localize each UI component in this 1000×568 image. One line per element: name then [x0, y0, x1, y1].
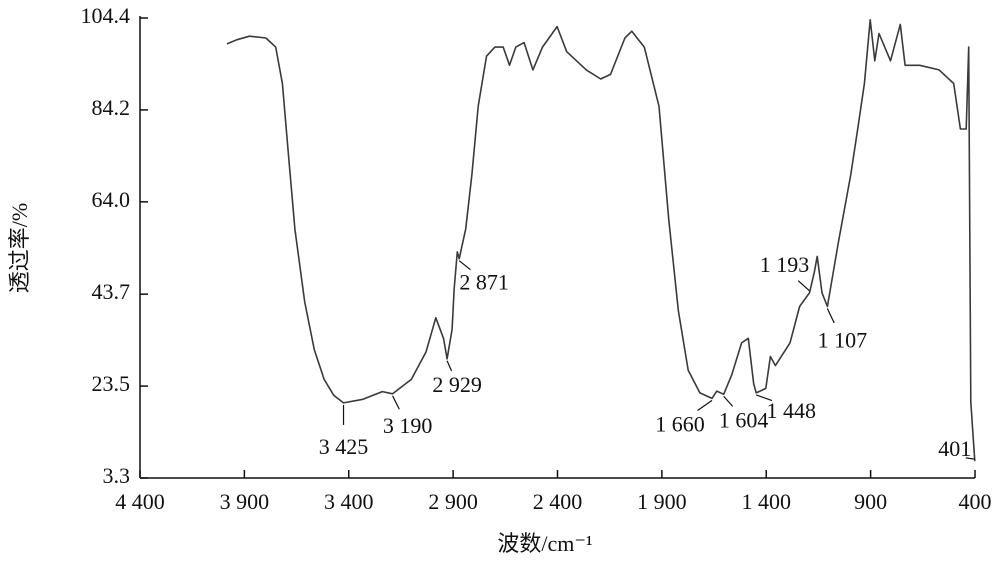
peak-label: 1 107: [818, 328, 868, 353]
y-tick-label: 3.3: [103, 463, 131, 488]
peak-label: 1 193: [760, 252, 810, 277]
y-tick-label: 104.4: [81, 3, 131, 28]
leader-line: [797, 280, 810, 292]
spectrum-line: [226, 19, 976, 462]
y-tick-label: 43.7: [92, 279, 131, 304]
leader-line: [697, 399, 713, 411]
x-tick-label: 900: [854, 489, 887, 514]
leader-line: [965, 457, 975, 460]
x-tick-label: 1 400: [742, 489, 792, 514]
peak-label: 1 604: [719, 407, 769, 432]
x-tick-label: 2 400: [533, 489, 583, 514]
x-tick-label: 3 400: [324, 489, 374, 514]
peak-label: 3 425: [319, 434, 369, 459]
peak-label: 2 871: [459, 270, 509, 295]
x-tick-label: 400: [959, 489, 992, 514]
leader-line: [446, 360, 453, 372]
peak-label: 2 929: [432, 372, 482, 397]
leader-line: [723, 395, 734, 407]
y-axis-label: 透过率/%: [7, 203, 32, 293]
leader-line: [392, 395, 400, 410]
leader-line: [826, 308, 835, 324]
peak-label: 1 660: [655, 411, 705, 436]
y-tick-label: 23.5: [92, 371, 131, 396]
x-tick-label: 1 900: [637, 489, 687, 514]
leader-line: [756, 394, 773, 402]
x-tick-label: 2 900: [428, 489, 478, 514]
leader-line: [458, 260, 471, 271]
peak-label: 3 190: [383, 413, 433, 438]
y-tick-label: 64.0: [92, 187, 131, 212]
x-axis-label: 波数/cm⁻¹: [497, 531, 592, 556]
y-tick-label: 84.2: [92, 95, 131, 120]
x-tick-label: 4 400: [115, 489, 165, 514]
x-tick-label: 3 900: [220, 489, 270, 514]
peak-label: 1 448: [766, 398, 816, 423]
peak-label: 401: [938, 436, 971, 461]
